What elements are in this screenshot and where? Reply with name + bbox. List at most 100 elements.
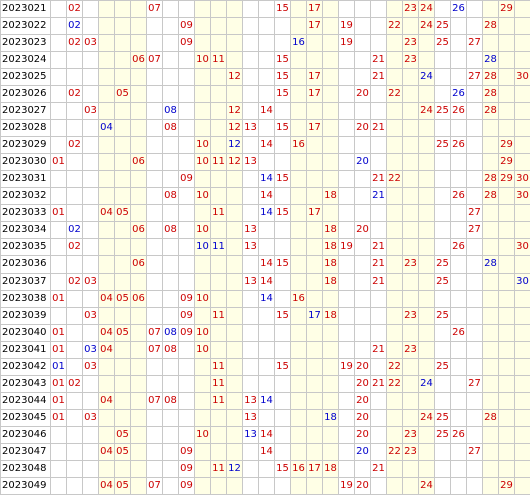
empty-cell <box>386 238 403 257</box>
empty-cell <box>98 425 115 444</box>
number-hit-red: 20 <box>354 425 371 444</box>
number-hit-red: 04 <box>98 289 115 308</box>
empty-cell <box>306 357 323 376</box>
empty-cell <box>194 68 211 87</box>
empty-cell <box>418 34 435 53</box>
empty-cell <box>498 85 515 104</box>
empty-cell <box>146 136 163 155</box>
empty-cell <box>194 357 211 376</box>
empty-cell <box>274 153 291 172</box>
empty-cell <box>434 340 451 359</box>
number-hit-red: 10 <box>194 323 211 342</box>
number-hit-red: 07 <box>146 340 163 359</box>
period-cell: 2023049 <box>0 476 51 495</box>
empty-cell <box>258 0 275 19</box>
empty-cell <box>354 102 371 121</box>
empty-cell <box>274 391 291 410</box>
draw-row: 2023039 03 09 11 15 17 18 23 25 <box>0 306 530 325</box>
empty-cell <box>130 442 147 461</box>
period-cell: 2023036 <box>0 255 51 274</box>
number-hit-red: 01 <box>50 374 67 393</box>
empty-cell <box>338 51 355 70</box>
empty-cell <box>338 0 355 19</box>
empty-cell <box>226 85 243 104</box>
empty-cell <box>306 340 323 359</box>
number-hit-red: 04 <box>98 442 115 461</box>
empty-cell <box>98 102 115 121</box>
empty-cell <box>98 408 115 427</box>
empty-cell <box>386 102 403 121</box>
empty-cell <box>242 459 259 478</box>
empty-cell <box>514 34 530 53</box>
empty-cell <box>482 289 499 308</box>
empty-cell <box>226 374 243 393</box>
empty-cell <box>322 68 339 87</box>
empty-cell <box>242 34 259 53</box>
empty-cell <box>130 425 147 444</box>
number-hit-red: 22 <box>386 374 403 393</box>
empty-cell <box>498 221 515 240</box>
empty-cell <box>338 459 355 478</box>
empty-cell <box>434 51 451 70</box>
number-hit-red: 06 <box>130 221 147 240</box>
period-cell: 2023033 <box>0 204 51 223</box>
empty-cell <box>386 340 403 359</box>
empty-cell <box>514 204 530 223</box>
number-hit-red: 08 <box>162 187 179 206</box>
empty-cell <box>402 85 419 104</box>
empty-cell <box>338 442 355 461</box>
empty-cell <box>274 476 291 495</box>
empty-cell <box>450 391 467 410</box>
number-hit-red: 22 <box>386 170 403 189</box>
empty-cell <box>242 136 259 155</box>
empty-cell <box>482 391 499 410</box>
empty-cell <box>370 306 387 325</box>
empty-cell <box>242 170 259 189</box>
number-hit-red: 11 <box>210 153 227 172</box>
empty-cell <box>130 85 147 104</box>
empty-cell <box>82 374 99 393</box>
number-hit-red: 14 <box>258 136 275 155</box>
empty-cell <box>434 153 451 172</box>
empty-cell <box>386 255 403 274</box>
empty-cell <box>370 0 387 19</box>
empty-cell <box>322 204 339 223</box>
number-hit-red: 30 <box>514 170 530 189</box>
empty-cell <box>130 68 147 87</box>
empty-cell <box>114 102 131 121</box>
empty-cell <box>210 34 227 53</box>
empty-cell <box>114 136 131 155</box>
number-hit-red: 07 <box>146 0 163 19</box>
empty-cell <box>210 272 227 291</box>
empty-cell <box>466 476 483 495</box>
empty-cell <box>226 425 243 444</box>
number-hit-blue: 11 <box>210 238 227 257</box>
empty-cell <box>354 323 371 342</box>
empty-cell <box>146 306 163 325</box>
number-hit-red: 06 <box>130 255 147 274</box>
empty-cell <box>434 68 451 87</box>
empty-cell <box>50 0 67 19</box>
empty-cell <box>146 442 163 461</box>
empty-cell <box>178 374 195 393</box>
number-hit-red: 21 <box>370 119 387 138</box>
empty-cell <box>338 136 355 155</box>
empty-cell <box>338 272 355 291</box>
number-hit-red: 24 <box>418 0 435 19</box>
number-hit-red: 04 <box>98 340 115 359</box>
empty-cell <box>194 17 211 36</box>
empty-cell <box>178 425 195 444</box>
number-hit-red: 27 <box>466 34 483 53</box>
empty-cell <box>386 221 403 240</box>
empty-cell <box>130 0 147 19</box>
number-hit-red: 17 <box>306 204 323 223</box>
number-hit-red: 19 <box>338 476 355 495</box>
empty-cell <box>338 255 355 274</box>
empty-cell <box>418 272 435 291</box>
empty-cell <box>418 119 435 138</box>
empty-cell <box>98 187 115 206</box>
empty-cell <box>226 289 243 308</box>
empty-cell <box>146 187 163 206</box>
period-cell: 2023021 <box>0 0 51 19</box>
